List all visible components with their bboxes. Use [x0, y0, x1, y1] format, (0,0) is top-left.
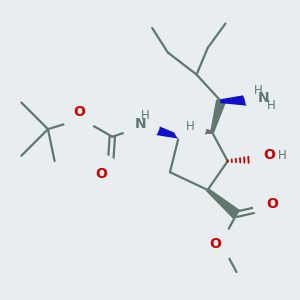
Circle shape — [266, 140, 298, 171]
Polygon shape — [142, 121, 179, 138]
Circle shape — [255, 89, 287, 121]
Circle shape — [250, 137, 287, 174]
Text: O: O — [210, 237, 222, 251]
Text: H: H — [141, 109, 150, 122]
Text: N: N — [135, 117, 146, 131]
Circle shape — [243, 74, 274, 106]
Circle shape — [197, 225, 234, 263]
Text: O: O — [74, 105, 86, 119]
Circle shape — [174, 111, 206, 143]
Text: O: O — [263, 148, 275, 162]
Circle shape — [245, 79, 283, 116]
Text: H: H — [186, 120, 194, 134]
Polygon shape — [221, 94, 254, 106]
Circle shape — [61, 94, 98, 131]
Circle shape — [130, 100, 161, 131]
Circle shape — [122, 105, 159, 142]
Text: H: H — [278, 149, 286, 162]
Text: O: O — [266, 197, 278, 211]
Polygon shape — [196, 127, 212, 134]
Polygon shape — [207, 189, 240, 218]
Text: O: O — [95, 167, 107, 181]
Text: H: H — [254, 84, 263, 97]
Text: H: H — [267, 99, 275, 112]
Polygon shape — [211, 100, 225, 133]
Circle shape — [82, 155, 120, 192]
Circle shape — [254, 185, 291, 223]
Text: N: N — [258, 91, 270, 105]
